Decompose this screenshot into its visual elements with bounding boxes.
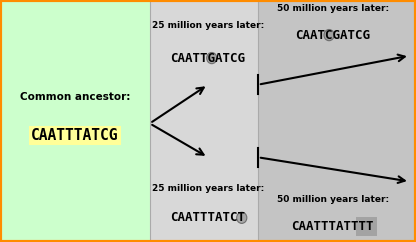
Text: CAATCGATCG: CAATCGATCG: [295, 29, 370, 42]
Ellipse shape: [237, 212, 247, 223]
Text: Common ancestor:: Common ancestor:: [20, 92, 130, 102]
Text: 25 million years later:: 25 million years later:: [152, 184, 264, 193]
Bar: [150, 0, 258, 242]
Ellipse shape: [324, 30, 334, 41]
Text: CAATTTATCG: CAATTTATCG: [31, 128, 119, 143]
Bar: [258, 0, 416, 242]
Text: 25 million years later:: 25 million years later:: [152, 21, 264, 30]
Text: CAATTTATTTT: CAATTTATTTT: [292, 220, 374, 233]
Text: CAATTGATCG: CAATTGATCG: [171, 52, 245, 65]
FancyBboxPatch shape: [357, 217, 376, 236]
Text: 50 million years later:: 50 million years later:: [277, 195, 389, 204]
Text: 50 million years later:: 50 million years later:: [277, 4, 389, 13]
Ellipse shape: [207, 53, 217, 64]
Text: CAATTTATCT: CAATTTATCT: [171, 211, 245, 224]
Bar: [0, 0, 150, 242]
